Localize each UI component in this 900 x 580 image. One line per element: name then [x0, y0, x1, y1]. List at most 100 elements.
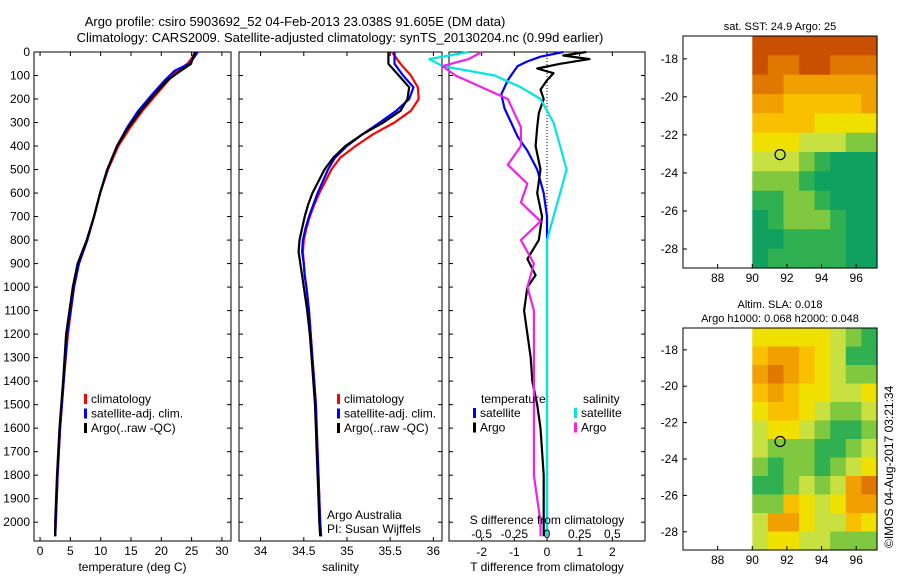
sla_map-cell [767, 513, 785, 533]
sla_map-cell [767, 439, 785, 459]
sla_map-cell [845, 402, 862, 422]
sst_map-cell [752, 210, 769, 230]
sla_map-cell [845, 531, 862, 551]
sst_map-cell [830, 171, 847, 192]
sst_map-cell [783, 190, 800, 211]
temperature-series-satellite [54, 51, 199, 537]
sst_map-argo-marker [774, 149, 786, 161]
sst_map-cell [799, 36, 816, 56]
temperature-y-tick-label: 700 [10, 210, 30, 224]
sla_map-cell [752, 476, 769, 496]
temperature-y-tick-label: 500 [10, 163, 30, 177]
sst_map-cell [767, 210, 785, 230]
sst_map-cell [861, 74, 878, 95]
sst_map-cell [814, 229, 831, 250]
sst_map-cell [752, 248, 769, 269]
sla_map-cell [845, 494, 862, 514]
sla_map-cell [783, 439, 800, 459]
sla_map-cell [799, 383, 816, 403]
sla_map-cell [861, 383, 878, 403]
sla_map-cell [814, 402, 831, 422]
sst_map-cell [861, 171, 878, 192]
sst_map-cell [767, 94, 785, 114]
salinity-x-tick-label: 35 [340, 544, 354, 558]
difference-t-legend-swatch [473, 422, 476, 433]
sst_map-cell [814, 74, 831, 95]
sst_map-cell [799, 190, 816, 211]
sla_map-y-tick-label: -24 [661, 452, 679, 466]
sst_map-cell [830, 229, 847, 250]
difference-series-sal_satellite [428, 50, 568, 537]
sla_map-cell [861, 494, 878, 514]
salinity-x-tick-label: 36 [427, 544, 441, 558]
sst_map-cell [861, 113, 878, 134]
temperature-x-tick-label: 30 [215, 544, 229, 558]
title-line-1: Argo profile: csiro 5903692_52 04-Feb-20… [85, 14, 506, 29]
temperature-y-tick-label: 2000 [3, 515, 30, 529]
sst-map-panel: sat. SST: 24.9 Argo: 25 88 90 92 94 96 -18 -20 -… [661, 21, 878, 285]
temperature-legend-label: climatology [91, 392, 151, 406]
temperature-y-tick-label: 1300 [3, 351, 30, 365]
sst_map-cell [767, 190, 785, 211]
temperature-x-tick-label: 15 [124, 544, 138, 558]
sla_map-cell [799, 439, 816, 459]
sst_map-cell [830, 132, 847, 153]
sst_map-cell [830, 94, 847, 114]
temperature-panel: 0 5 10 15 20 25 300100200300400500600700800900… [3, 45, 232, 574]
sla_map-cell [767, 328, 785, 348]
sst_map-axes-box [682, 35, 878, 269]
sla_map-cell [830, 365, 847, 385]
sla_map-cell [861, 402, 878, 422]
sla_map-cell [845, 476, 862, 496]
sst_map-cell [830, 74, 847, 95]
salinity-x-tick-label: 34.5 [292, 544, 316, 558]
sst_map-cell [767, 248, 785, 269]
temperature-x-axis-label: temperature (deg C) [78, 560, 186, 574]
difference-s-tick-label: -0.5 [471, 527, 492, 541]
temperature-legend-swatch [84, 394, 87, 404]
sla_map-cell [767, 383, 785, 403]
difference-t-tick-label: 2 [609, 545, 616, 559]
sst_map-cell [799, 152, 816, 172]
difference-s-tick-label: 0.5 [604, 527, 621, 541]
sla_map-cell [845, 439, 862, 459]
timestamp-stamp: ©IMOS 04-Aug-2017 03:21:34 [882, 385, 896, 548]
sla_map-cell [814, 365, 831, 385]
temperature-x-tick-label: 10 [94, 544, 108, 558]
sla_map-cell [830, 476, 847, 496]
temperature-legend-swatch [84, 408, 87, 419]
sst_map-cell [799, 248, 816, 269]
difference-t-legend-label: Argo [480, 421, 506, 435]
sst_map-cell [783, 94, 800, 114]
sla_map-cell [752, 383, 769, 403]
sla_map-cell [767, 494, 785, 514]
sst_map-cell [767, 113, 785, 134]
sla_map-cell [845, 383, 862, 403]
sla_map-cell [830, 402, 847, 422]
difference-s-legend-label: satellite [581, 406, 622, 420]
sla_map-cell [814, 494, 831, 514]
difference-t-tick-label: -2 [476, 545, 487, 559]
sla_map-cell [845, 420, 862, 440]
sla_map-x-tick-label: 88 [711, 553, 725, 567]
sla_map-cell [799, 365, 816, 385]
sla_map-cell [783, 420, 800, 440]
sla_map-cell [814, 476, 831, 496]
sst_map-cell [783, 152, 800, 172]
sla_map-cell [830, 420, 847, 440]
sla_map-cell [783, 365, 800, 385]
sla_map-cell [814, 531, 831, 551]
sst_map-cell [845, 248, 862, 269]
sla_map-y-tick-label: -20 [661, 379, 679, 393]
sst_map-y-tick-label: -26 [661, 204, 679, 218]
sla_map-cell [752, 457, 769, 477]
sst_map-cell [814, 210, 831, 230]
sst_map-cell [830, 210, 847, 230]
sst_map-cell [752, 113, 769, 134]
sst_map-x-tick-label: 96 [850, 271, 864, 285]
sst_map-cell [861, 152, 878, 172]
sla_map-cell [767, 402, 785, 422]
difference-t-tick-label: -1 [509, 545, 520, 559]
sst_map-cell [783, 171, 800, 192]
sla_map-cell [767, 457, 785, 477]
